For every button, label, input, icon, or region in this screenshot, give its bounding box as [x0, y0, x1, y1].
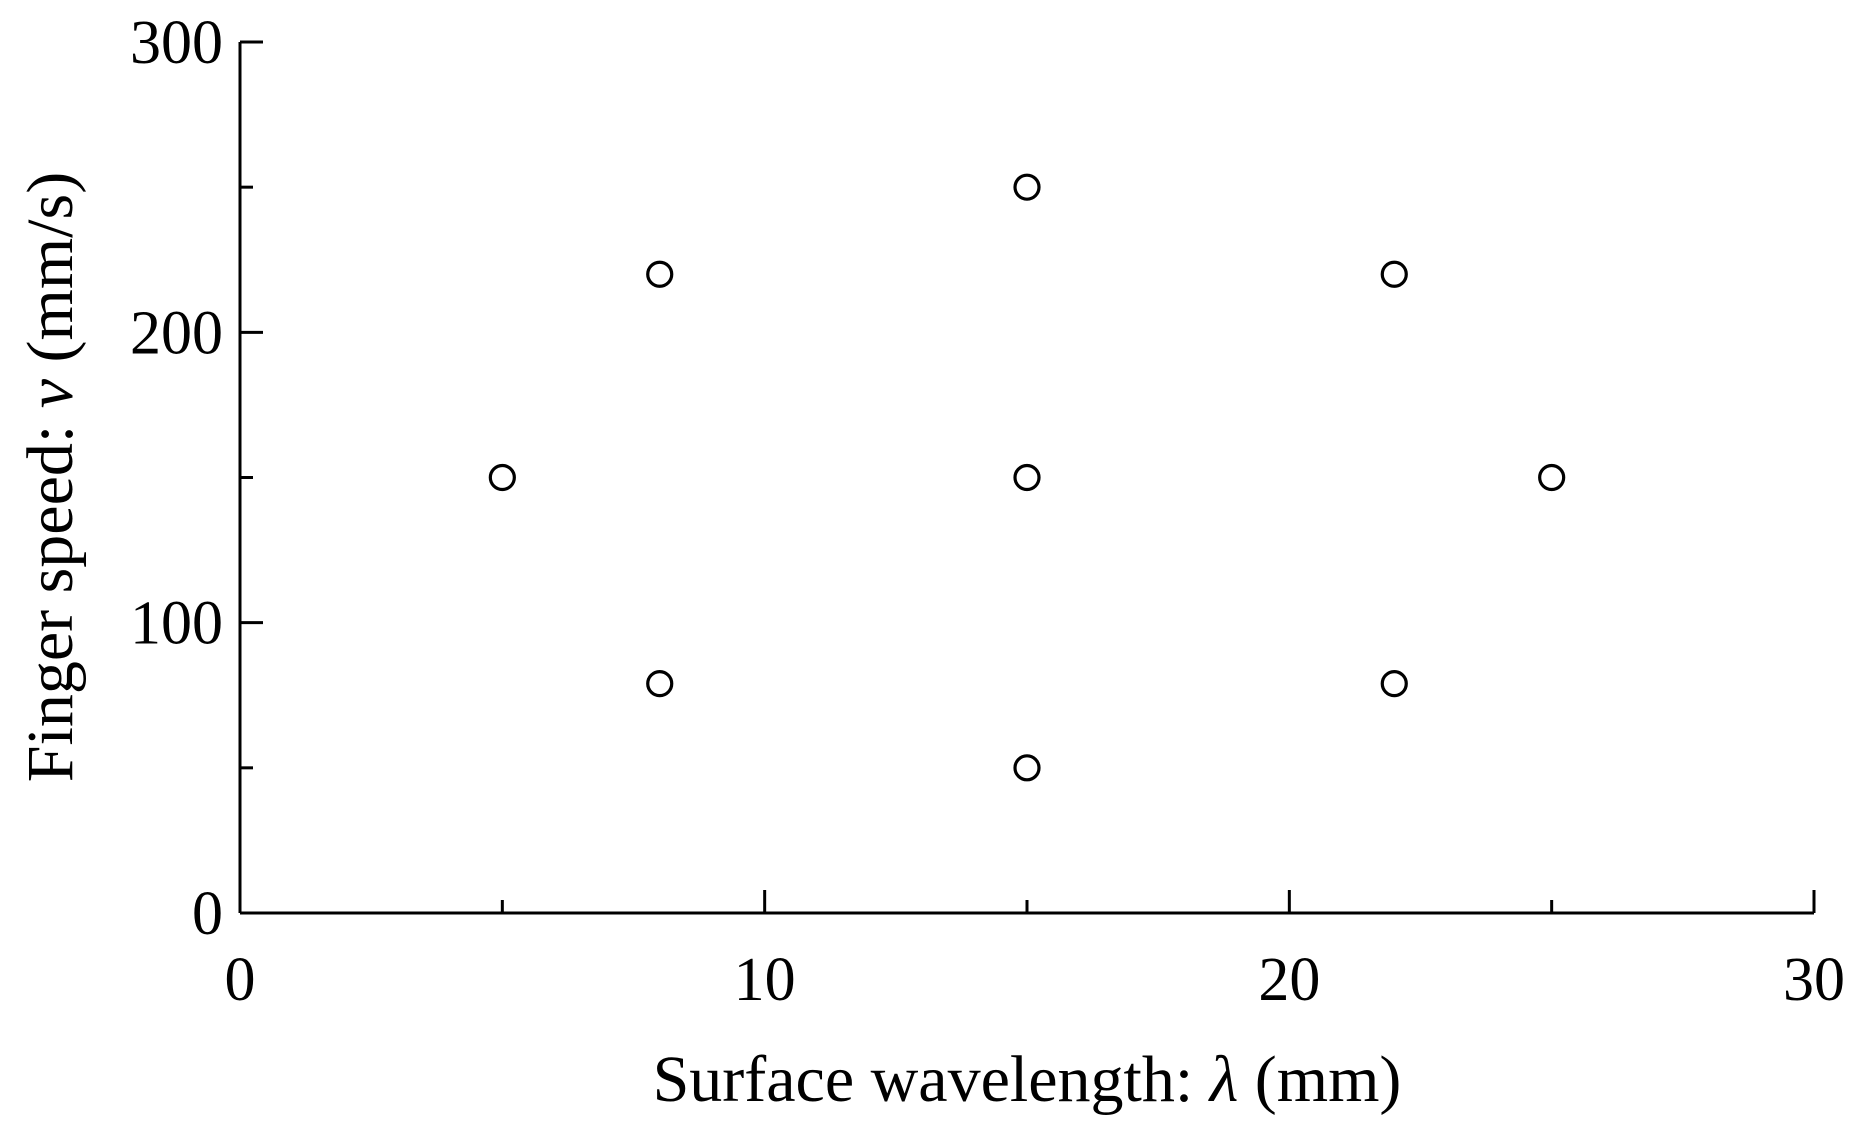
data-point [1013, 463, 1041, 492]
x-axis-title: Surface wavelength: λ (mm) [653, 1043, 1402, 1116]
data-point [1380, 260, 1408, 288]
y-tick-label: 100 [130, 590, 223, 658]
data-point [488, 463, 516, 492]
y-axis-title-prefix: Finger speed: [14, 408, 87, 782]
y-ticks: 0 100 200 300 [130, 9, 263, 948]
data-point [1013, 754, 1041, 782]
y-axis-title-symbol: v [14, 378, 87, 408]
x-tick-label: 30 [1783, 946, 1845, 1014]
x-tick-label: 10 [734, 946, 796, 1014]
data-point [1013, 173, 1041, 201]
x-axis-title-suffix: (mm) [1238, 1043, 1401, 1116]
y-tick-label: 300 [130, 9, 223, 77]
data-points [488, 173, 1566, 782]
y-axis-title-suffix: (mm/s) [14, 172, 87, 379]
y-tick-label: 200 [130, 299, 223, 367]
data-point [1538, 463, 1566, 492]
data-point [646, 670, 674, 698]
x-axis-title-prefix: Surface wavelength: [653, 1043, 1210, 1116]
y-tick-label: 0 [192, 880, 223, 948]
x-tick-label: 20 [1258, 946, 1320, 1014]
axes [238, 42, 1814, 915]
x-axis-title-symbol: λ [1208, 1043, 1239, 1116]
y-axis-title: Finger speed: v (mm/s) [14, 172, 87, 782]
x-ticks: 0 10 20 30 [225, 890, 1845, 1014]
x-tick-label: 0 [225, 946, 256, 1014]
data-point [646, 260, 674, 288]
data-point [1380, 670, 1408, 698]
